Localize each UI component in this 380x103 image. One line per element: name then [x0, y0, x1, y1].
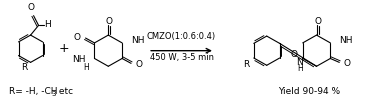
- Text: H: H: [44, 20, 51, 29]
- Text: etc: etc: [57, 87, 74, 96]
- Text: NH: NH: [339, 36, 353, 45]
- Text: 3: 3: [52, 91, 56, 97]
- Text: Yield 90-94 %: Yield 90-94 %: [279, 87, 340, 96]
- Text: NH: NH: [131, 36, 144, 45]
- Text: NH: NH: [72, 55, 86, 64]
- Text: +: +: [58, 42, 69, 55]
- Text: H: H: [84, 63, 89, 72]
- Text: O: O: [135, 60, 142, 69]
- Text: R: R: [244, 60, 250, 69]
- Text: R= -H, -CH: R= -H, -CH: [9, 87, 57, 96]
- Text: O: O: [27, 3, 34, 12]
- Text: 450 W, 3-5 min: 450 W, 3-5 min: [150, 53, 214, 62]
- Text: O: O: [106, 17, 113, 26]
- Text: R: R: [21, 63, 28, 72]
- Text: O: O: [74, 33, 81, 42]
- Text: O: O: [291, 50, 298, 59]
- Text: O: O: [343, 59, 350, 68]
- Text: CMZO(1:0.6:0.4): CMZO(1:0.6:0.4): [147, 32, 216, 41]
- Text: O: O: [314, 17, 321, 26]
- Text: H: H: [297, 64, 302, 73]
- Text: N: N: [296, 58, 303, 67]
